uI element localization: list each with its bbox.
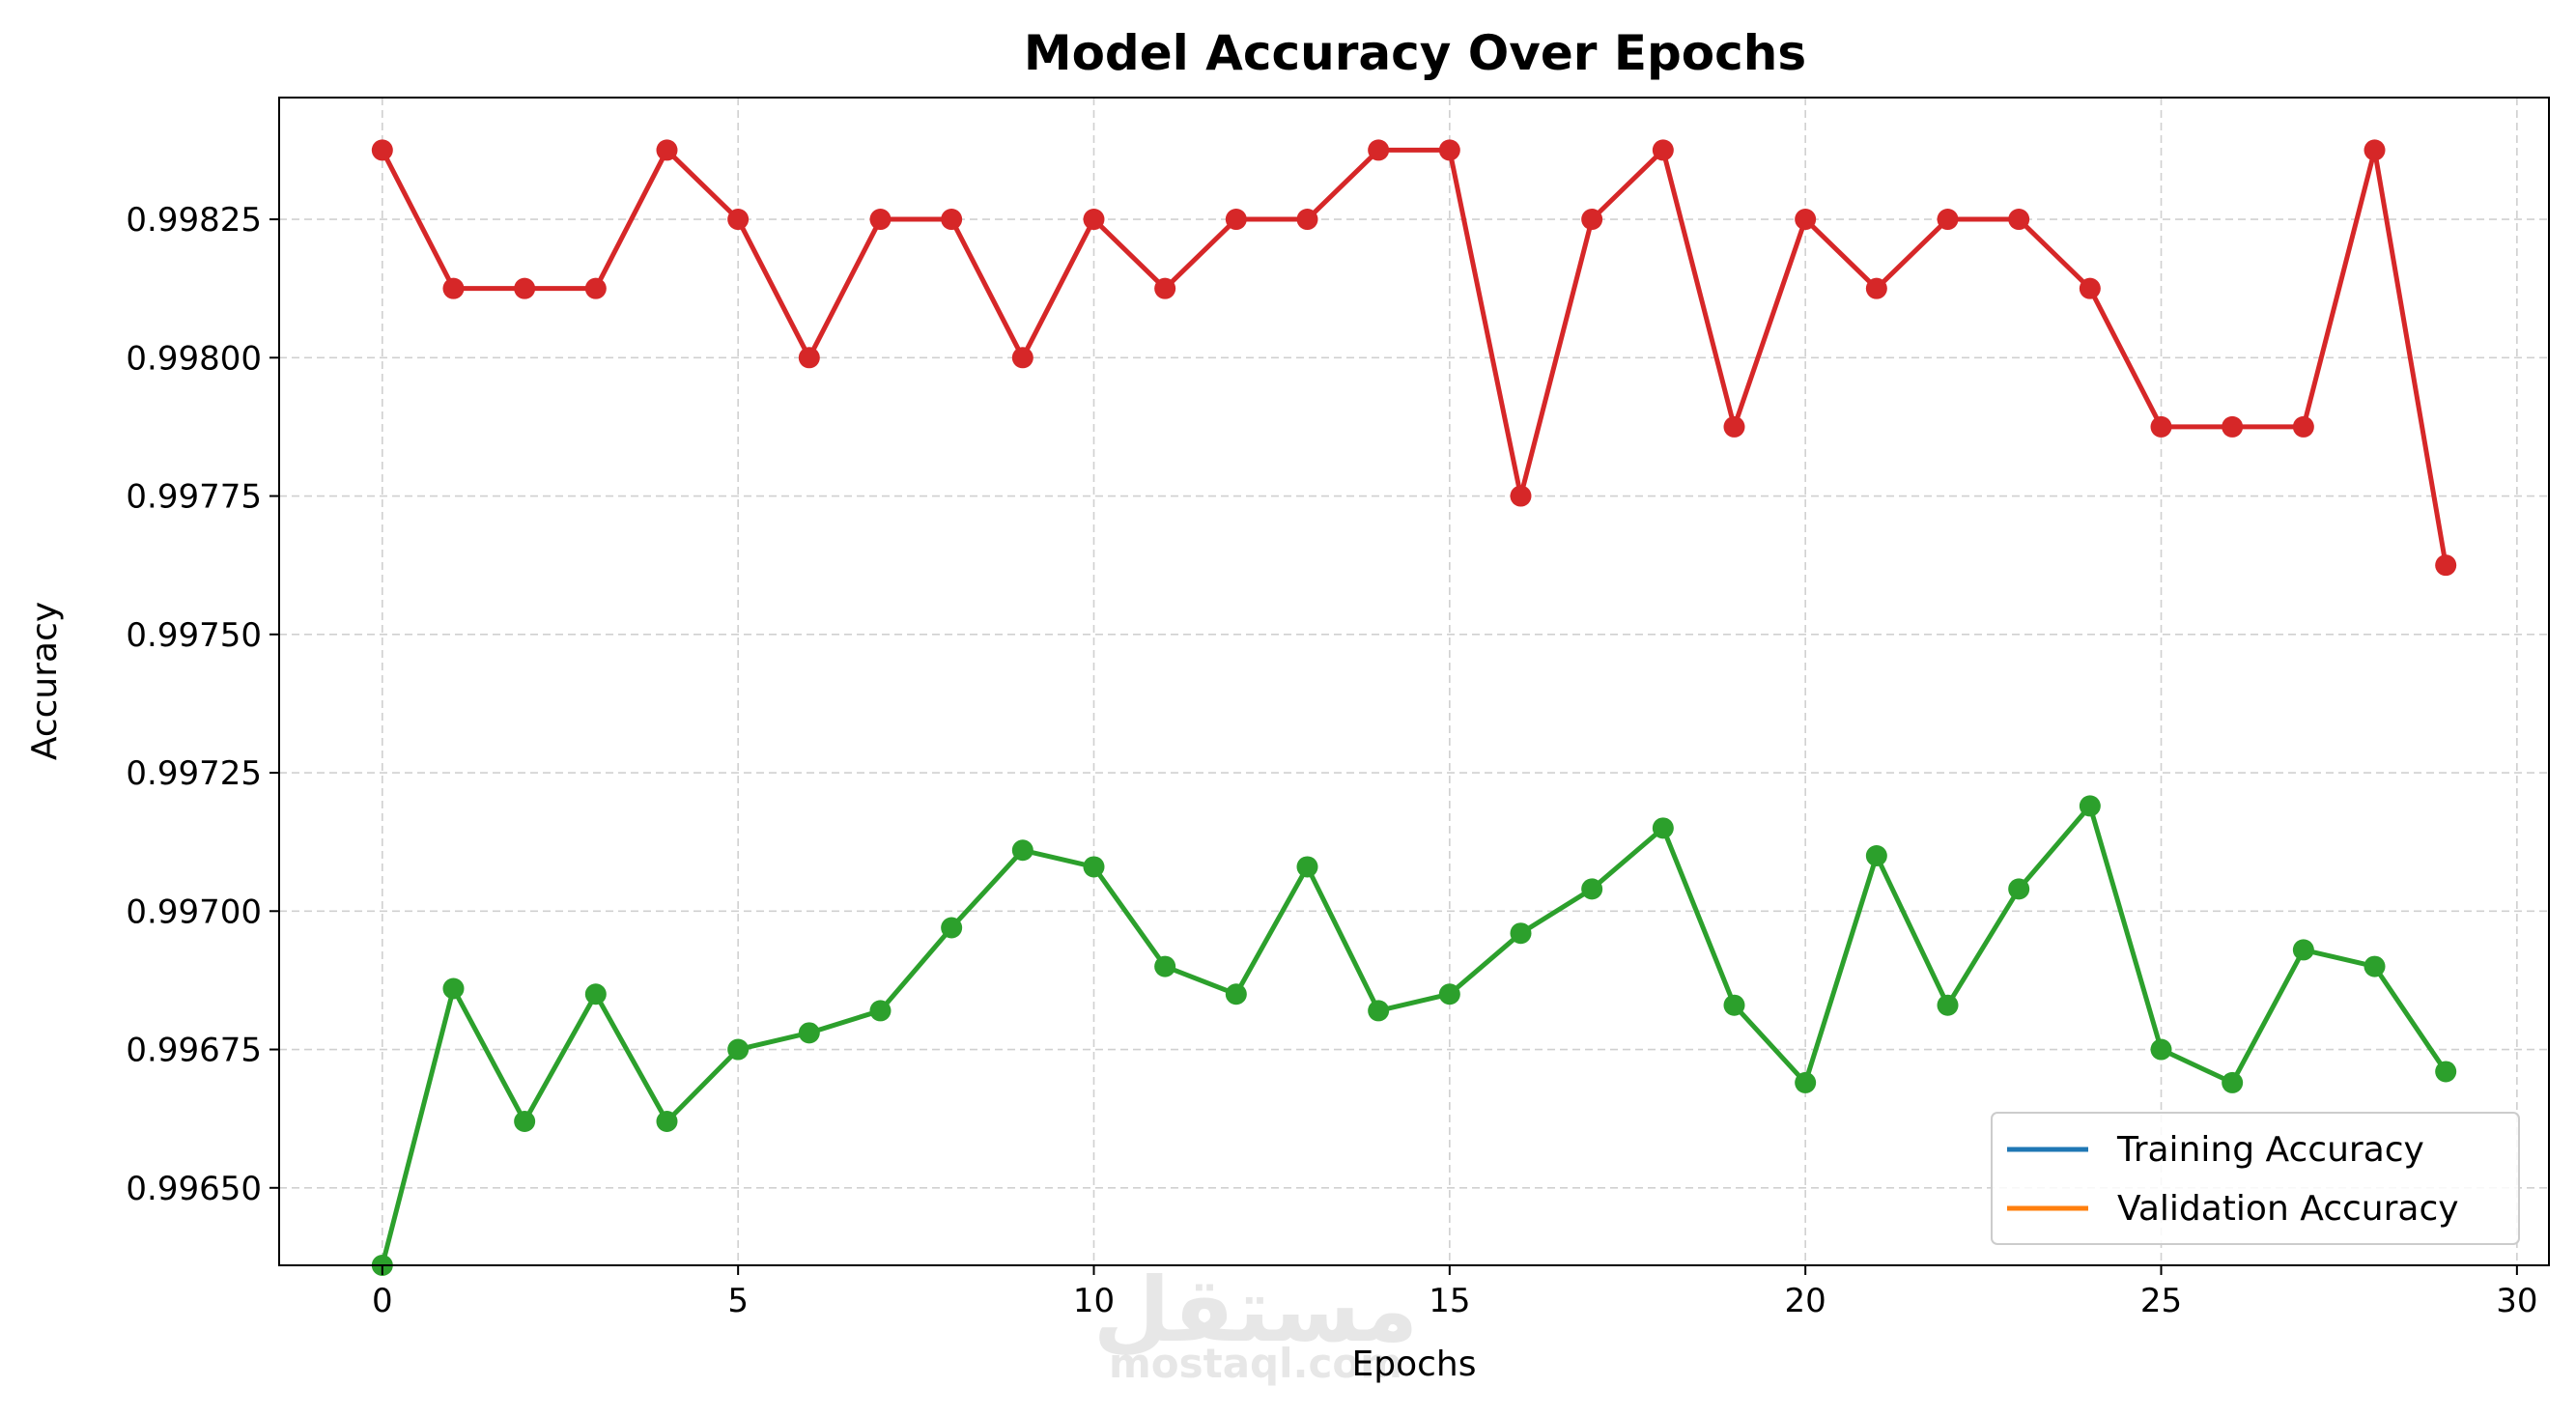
- chart-title: Model Accuracy Over Epochs: [1024, 25, 1806, 81]
- series-2-point: [656, 1111, 678, 1133]
- series-2-point: [1652, 817, 1674, 839]
- watermark: مستقل mostaql.com: [1093, 1259, 1418, 1387]
- x-axis-label: Epochs: [1352, 1345, 1477, 1384]
- series-2-point: [2008, 878, 2030, 900]
- series-layer: [371, 139, 2457, 1276]
- series-2-point: [514, 1111, 536, 1133]
- y-axis-label: Accuracy: [25, 602, 65, 760]
- series-1-point: [584, 277, 607, 299]
- y-axis: 0.99650 0.99675 0.99700 0.99725 0.99750 0.997…: [126, 201, 279, 1208]
- series-1-point: [1368, 139, 1390, 161]
- series-1-point: [1225, 209, 1247, 231]
- series-1-point: [2292, 415, 2314, 438]
- x-tick-label: 20: [1785, 1282, 1826, 1320]
- series-2-point: [2292, 939, 2314, 961]
- y-tick-label: 0.99775: [126, 478, 262, 517]
- series-1-point: [1795, 209, 1817, 231]
- series-2-point: [798, 1022, 820, 1044]
- series-2-point: [2222, 1071, 2244, 1093]
- x-axis: 0 5 10 15 20 25 30: [372, 1265, 2537, 1320]
- series-2-point: [869, 1000, 892, 1022]
- y-tick-label: 0.99750: [126, 616, 262, 655]
- series-2-point: [2364, 955, 2386, 977]
- y-tick-label: 0.99825: [126, 201, 262, 240]
- series-2-point: [1723, 994, 1745, 1016]
- series-2-point: [727, 1038, 750, 1061]
- series-1-point: [1723, 415, 1745, 438]
- y-tick-label: 0.99725: [126, 754, 262, 793]
- series-1-point: [941, 209, 963, 231]
- series-1-point: [1296, 209, 1318, 231]
- series-1-point: [442, 277, 465, 299]
- series-1-point: [2008, 209, 2030, 231]
- series-2-point: [2435, 1061, 2457, 1083]
- x-tick-label: 5: [727, 1282, 749, 1320]
- series-1-point: [1937, 209, 1959, 231]
- series-2-point: [2079, 795, 2101, 817]
- series-1-point: [514, 277, 536, 299]
- legend-box: [1991, 1112, 2520, 1245]
- x-tick-label: 30: [2496, 1282, 2537, 1320]
- series-2-point: [1154, 955, 1176, 977]
- series-1-point: [1581, 209, 1603, 231]
- y-tick-label: 0.99650: [126, 1170, 262, 1208]
- legend-label: Validation Accuracy: [2117, 1189, 2459, 1229]
- series-2-point: [1296, 856, 1318, 878]
- series-2-point: [2150, 1038, 2172, 1061]
- series-1-point: [1510, 485, 1532, 507]
- series-1-point: [798, 347, 820, 369]
- series-2-point: [1510, 922, 1532, 945]
- series-2-point: [1795, 1071, 1817, 1093]
- series-1-point: [1438, 139, 1460, 161]
- series-1-point: [1865, 277, 1887, 299]
- grid: [279, 98, 2549, 1265]
- series-2-point: [1368, 1000, 1390, 1022]
- y-tick-label: 0.99800: [126, 339, 262, 378]
- series-line-1: [380, 147, 2449, 568]
- series-1-point: [727, 209, 750, 231]
- x-tick-label: 10: [1073, 1282, 1115, 1320]
- series-2-point: [1225, 983, 1247, 1005]
- series-1-point: [1011, 347, 1033, 369]
- series-1-point: [1154, 277, 1176, 299]
- legend: Training Accuracy Validation Accuracy: [1991, 1112, 2520, 1245]
- series-2-point: [1011, 839, 1033, 862]
- y-tick-label: 0.99675: [126, 1032, 262, 1070]
- series-2-point: [1865, 844, 1887, 866]
- plot-frame: [278, 97, 2550, 1266]
- y-tick-label: 0.99700: [126, 892, 262, 931]
- series-2-point: [1438, 983, 1460, 1005]
- series-line-2: [380, 803, 2449, 1268]
- series-2-point: [1937, 994, 1959, 1016]
- series-1-point: [2364, 139, 2386, 161]
- series-2-point: [1581, 878, 1603, 900]
- series-1-point: [1083, 209, 1105, 231]
- series-1-point: [2150, 415, 2172, 438]
- watermark-latin: mostaql.com: [1109, 1340, 1402, 1387]
- x-tick-label: 15: [1429, 1282, 1470, 1320]
- x-tick-label: 0: [372, 1282, 393, 1320]
- series-2-point: [1083, 856, 1105, 878]
- x-tick-label: 25: [2140, 1282, 2182, 1320]
- series-2-point: [584, 983, 607, 1005]
- series-1-point: [1652, 139, 1674, 161]
- legend-label: Training Accuracy: [2116, 1130, 2424, 1170]
- series-1-point: [869, 209, 892, 231]
- series-1-point: [371, 139, 393, 161]
- series-2-point: [941, 917, 963, 939]
- watermark-arabic: مستقل: [1093, 1259, 1418, 1362]
- series-1-point: [2222, 415, 2244, 438]
- series-1-point: [2435, 554, 2457, 577]
- series-2-point: [442, 977, 465, 1000]
- series-1-point: [656, 139, 678, 161]
- series-1-point: [2079, 277, 2101, 299]
